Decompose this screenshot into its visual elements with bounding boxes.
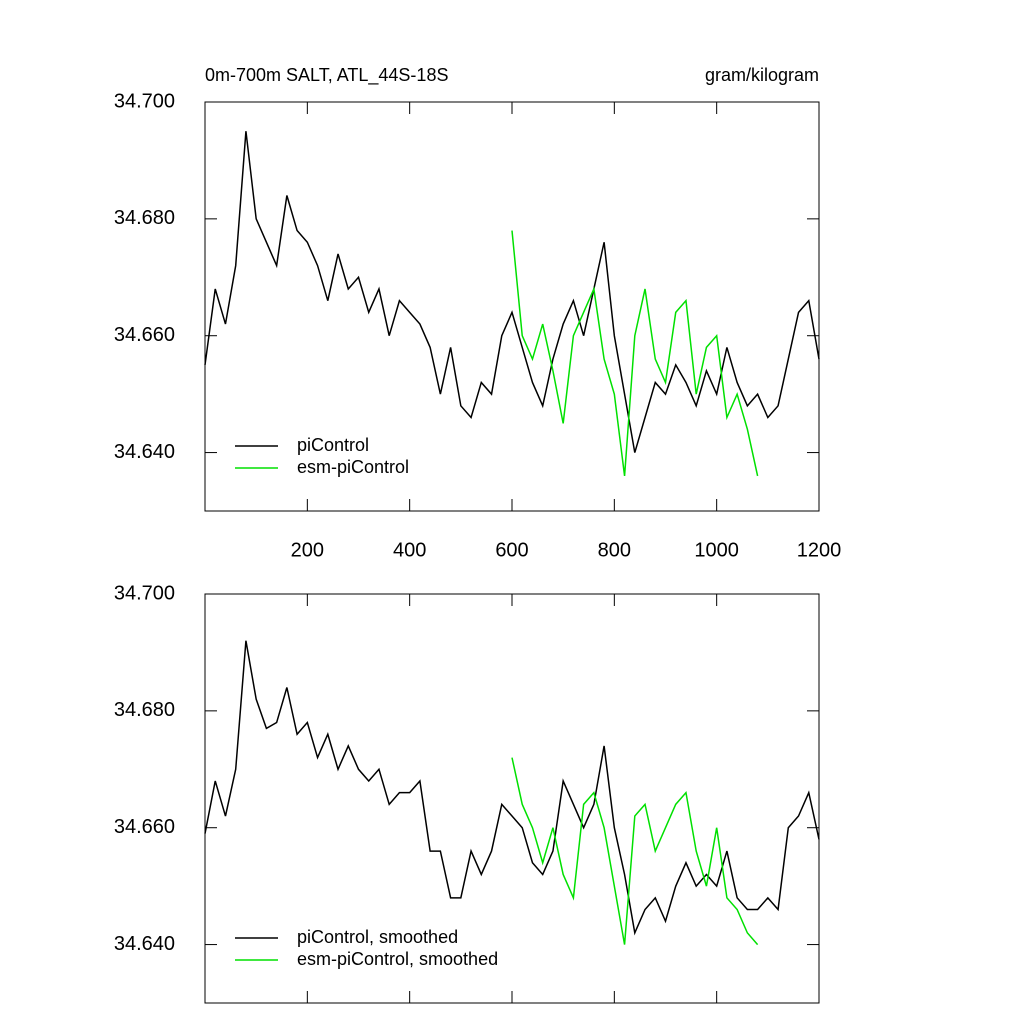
y-tick-label: 34.660 — [114, 324, 175, 346]
y-tick-label: 34.700 — [114, 582, 175, 604]
y-tick-label: 34.680 — [114, 207, 175, 229]
chart-title: 0m-700m SALT, ATL_44S-18S — [205, 65, 448, 86]
legend-label: esm-piControl — [297, 457, 409, 477]
x-tick-label: 600 — [495, 539, 528, 561]
y-tick-label: 34.660 — [114, 816, 175, 838]
x-tick-label: 1200 — [797, 539, 842, 561]
x-tick-label: 400 — [393, 539, 426, 561]
units-label: gram/kilogram — [705, 65, 819, 85]
series-line — [204, 640, 820, 936]
legend-label: esm-piControl, smoothed — [297, 949, 498, 969]
y-tick-label: 34.640 — [114, 441, 175, 463]
y-tick-label: 34.640 — [114, 933, 175, 955]
series-line — [511, 230, 759, 477]
x-tick-label: 200 — [291, 539, 324, 561]
x-tick-label: 1000 — [694, 539, 739, 561]
legend-label: piControl — [297, 435, 369, 455]
legend-label: piControl, smoothed — [297, 927, 458, 947]
y-tick-label: 34.700 — [114, 90, 175, 112]
series-line — [204, 131, 820, 453]
series-line — [511, 757, 759, 946]
x-tick-label: 800 — [598, 539, 631, 561]
y-tick-label: 34.680 — [114, 699, 175, 721]
